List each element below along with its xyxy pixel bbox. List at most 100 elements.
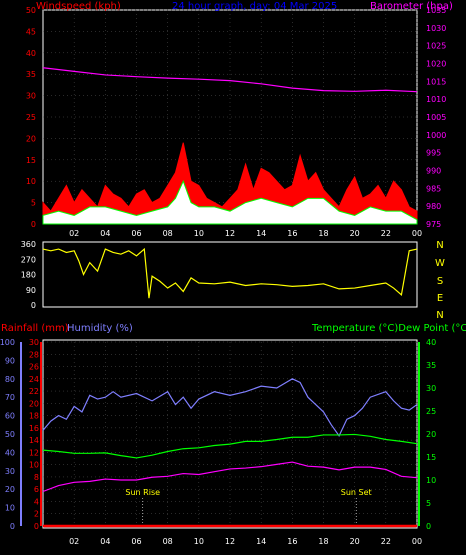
rain-tick-label: 26 bbox=[29, 363, 39, 372]
x-tick-label: 00 bbox=[412, 229, 422, 238]
x-tick-label: 02 bbox=[69, 229, 79, 238]
humidity-tick-label: 70 bbox=[5, 393, 15, 402]
series-humidity bbox=[42, 378, 418, 438]
x-tick-label: 16 bbox=[287, 537, 297, 546]
wind-tick-label: 25 bbox=[26, 113, 36, 122]
temp-tick-label: 20 bbox=[426, 430, 436, 439]
x-tick-label: 12 bbox=[225, 229, 235, 238]
humidity-tick-label: 90 bbox=[5, 356, 15, 365]
temp-tick-label: 35 bbox=[426, 361, 436, 370]
compass-label: S bbox=[437, 276, 443, 287]
annotation-label: Sun Set bbox=[341, 488, 372, 497]
x-tick-label: 00 bbox=[412, 537, 422, 546]
temp-tick-label: 5 bbox=[426, 499, 431, 508]
wind-tick-label: 35 bbox=[26, 70, 36, 79]
x-tick-label: 10 bbox=[194, 229, 204, 238]
series-barometer bbox=[42, 67, 418, 93]
temp-tick-label: 30 bbox=[426, 384, 436, 393]
x-tick-label: 06 bbox=[131, 537, 141, 546]
wind-tick-label: 30 bbox=[26, 92, 36, 101]
compass-label: W bbox=[435, 258, 445, 269]
x-tick-label: 02 bbox=[69, 537, 79, 546]
humidity-tick-label: 60 bbox=[5, 412, 15, 421]
humidity-tick-label: 0 bbox=[10, 522, 15, 531]
baro-tick-label: 985 bbox=[426, 184, 441, 193]
humidity-axis-label: Humidity (%) bbox=[67, 323, 133, 334]
x-tick-label: 14 bbox=[256, 229, 266, 238]
baro-tick-label: 1025 bbox=[426, 42, 446, 51]
rain-tick-label: 22 bbox=[29, 387, 39, 396]
baro-tick-label: 980 bbox=[426, 202, 441, 211]
temp-tick-label: 15 bbox=[426, 453, 436, 462]
rain-tick-label: 30 bbox=[29, 338, 39, 347]
compass-label: N bbox=[436, 310, 443, 321]
baro-tick-label: 995 bbox=[426, 149, 441, 158]
x-tick-label: 10 bbox=[194, 537, 204, 546]
x-tick-label: 14 bbox=[256, 537, 266, 546]
temp-tick-label: 10 bbox=[426, 476, 436, 485]
baro-tick-label: 975 bbox=[426, 220, 441, 229]
rain-tick-label: 28 bbox=[29, 350, 39, 359]
windspeed-axis-label: Windspeed (kph) bbox=[36, 1, 121, 12]
rain-tick-label: 2 bbox=[34, 510, 39, 519]
temp-humidity-panel: 0246810121416182022242628300102030405060… bbox=[0, 323, 466, 546]
rain-tick-label: 4 bbox=[34, 497, 39, 506]
series-average bbox=[42, 179, 418, 225]
direction-tick-label: 0 bbox=[31, 301, 36, 310]
baro-tick-label: 990 bbox=[426, 167, 441, 176]
baro-tick-label: 1015 bbox=[426, 77, 446, 86]
wind-tick-label: 15 bbox=[26, 156, 36, 165]
wind-tick-label: 0 bbox=[31, 220, 36, 229]
x-tick-label: 18 bbox=[318, 229, 328, 238]
baro-tick-label: 1010 bbox=[426, 95, 446, 104]
x-tick-label: 20 bbox=[350, 537, 360, 546]
rain-tick-label: 18 bbox=[29, 412, 39, 421]
series-temperature bbox=[42, 433, 418, 459]
rain-tick-label: 8 bbox=[34, 473, 39, 482]
humidity-tick-label: 50 bbox=[5, 430, 15, 439]
x-tick-label: 08 bbox=[163, 229, 173, 238]
wind-baro-series bbox=[42, 67, 418, 225]
sun-annotations: Sun Rise Sun Set bbox=[125, 488, 372, 524]
x-tick-label: 12 bbox=[225, 537, 235, 546]
x-tick-label: 04 bbox=[100, 229, 110, 238]
temp-tick-label: 0 bbox=[426, 522, 431, 531]
direction-tick-label: 90 bbox=[26, 286, 36, 295]
wind-tick-label: 45 bbox=[26, 27, 36, 36]
rain-tick-label: 20 bbox=[29, 399, 39, 408]
rain-tick-label: 14 bbox=[29, 436, 39, 445]
x-tick-label: 06 bbox=[131, 229, 141, 238]
wind-tick-label: 10 bbox=[26, 177, 36, 186]
x-tick-label: 18 bbox=[318, 537, 328, 546]
direction-series bbox=[42, 247, 418, 299]
baro-tick-label: 1030 bbox=[426, 24, 446, 33]
temp-tick-label: 40 bbox=[426, 338, 436, 347]
rain-tick-label: 12 bbox=[29, 448, 39, 457]
wind-tick-label: 5 bbox=[31, 199, 36, 208]
direction-tick-labels: 0 90 180 270 360 bbox=[21, 240, 36, 310]
x-tick-label: 08 bbox=[163, 537, 173, 546]
rain-tick-label: 6 bbox=[34, 485, 39, 494]
rain-tick-label: 0 bbox=[34, 522, 39, 531]
wind-baro-panel: 0510152025303540455097598098599099510001… bbox=[26, 1, 453, 238]
temp-humidity-tick-labels: 0246810121416182022242628300102030405060… bbox=[0, 338, 436, 546]
temp-humidity-series bbox=[42, 378, 418, 528]
rain-tick-label: 16 bbox=[29, 424, 39, 433]
barometer-axis-label: Barometer (hpa) bbox=[370, 1, 453, 12]
humidity-tick-label: 100 bbox=[0, 338, 15, 347]
x-tick-label: 16 bbox=[287, 229, 297, 238]
series-wind-direction bbox=[42, 247, 418, 299]
x-tick-label: 22 bbox=[381, 229, 391, 238]
baro-tick-label: 1000 bbox=[426, 131, 446, 140]
wind-baro-tick-labels: 0510152025303540455097598098599099510001… bbox=[26, 6, 447, 238]
baro-tick-label: 1020 bbox=[426, 60, 446, 69]
chart-title: 24 hour graph, day: 04 Mar 2025 bbox=[172, 1, 337, 12]
compass-label: N bbox=[436, 240, 443, 251]
direction-tick-label: 180 bbox=[21, 271, 36, 280]
wind-tick-label: 20 bbox=[26, 134, 36, 143]
series-dewpoint bbox=[42, 461, 418, 493]
direction-tick-label: 270 bbox=[21, 255, 36, 264]
